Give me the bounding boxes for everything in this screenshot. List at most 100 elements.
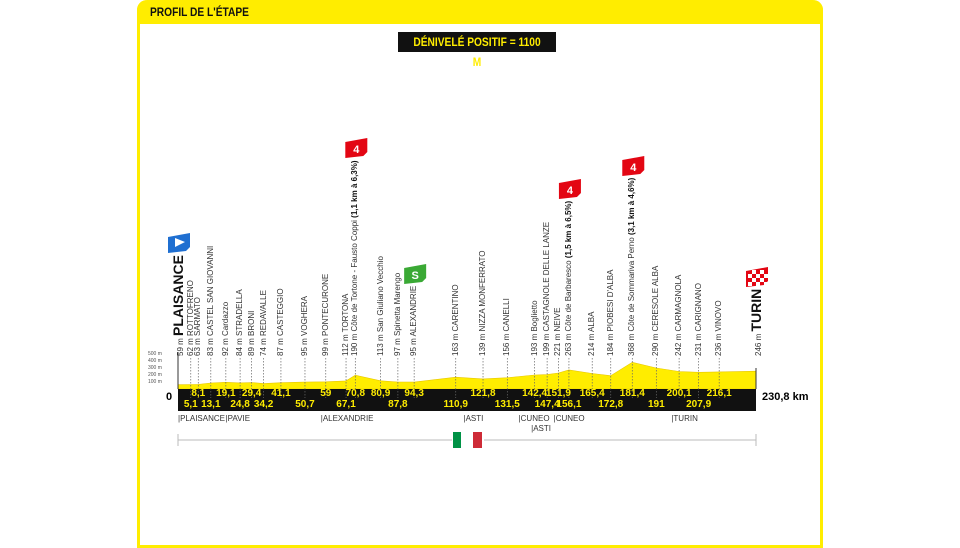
waypoint-name: PIOBESI D'ALBA (605, 269, 615, 332)
waypoint-altitude: 83 m (205, 335, 215, 356)
waypoint-name: REDAVALLE (258, 290, 268, 336)
waypoint-altitude: 290 m (651, 331, 661, 356)
waypoint-altitude: 92 m (220, 335, 230, 356)
waypoint-altitude: 242 m (674, 331, 684, 356)
elevation-gain-text: DÉNIVELÉ POSITIF = 1100 M (413, 35, 541, 69)
region-label: |TURIN (671, 414, 698, 423)
region-label: |ALEXANDRIE (320, 414, 374, 423)
waypoint-altitude: 236 m (714, 331, 724, 356)
checker-square (764, 274, 768, 278)
waypoint-altitude: 214 m (587, 331, 597, 356)
waypoint-label: 74 m REDAVALLE (259, 290, 269, 356)
waypoint-name: NIZZA MONFERRATO (478, 250, 488, 332)
waypoint-altitude: 89 m (246, 335, 256, 356)
waypoint-label: 184 m PIOBESI D'ALBA (606, 270, 616, 356)
km-label: 142,4 (522, 388, 548, 399)
waypoint-name: CANELLI (502, 298, 512, 332)
alt-tick: 400 m (148, 358, 162, 364)
waypoint-label: 99 m PONTECURONE (321, 274, 331, 356)
km-label: 94,3 (404, 388, 424, 399)
waypoint-name: Côte de Sommariva Perno (627, 237, 637, 332)
waypoint-label: 221 m NEIVE (553, 308, 563, 356)
waypoint-name: VINOVO (714, 300, 724, 332)
checker-square (752, 270, 756, 274)
page-title: PROFIL DE L'ÉTAPE (150, 5, 249, 19)
checker-square (756, 274, 760, 278)
km-label: 110,9 (443, 399, 468, 410)
category-badge: 4 (567, 185, 574, 197)
checker-square (748, 282, 752, 286)
region-label: |PAVIE (225, 414, 251, 423)
waypoint-label: 113 m San Giuliano Vecchio (376, 256, 386, 356)
waypoint-name: PONTECURONE (320, 273, 330, 336)
km-label: 80,9 (370, 388, 391, 399)
waypoint-name: NEIVE (553, 307, 563, 332)
waypoint-name: STRADELLA (235, 289, 245, 336)
region-label: |PLAISANCE (178, 414, 225, 423)
region-label: |CUNEO (518, 414, 550, 423)
alt-tick: 200 m (148, 372, 162, 378)
waypoint-altitude: 95 m (299, 335, 309, 356)
climb-details: (3,1 km à 4,6%) (627, 177, 637, 238)
km-label: 172,8 (598, 399, 624, 410)
km-label: 67,1 (336, 399, 356, 410)
waypoint-altitude: 59 m (176, 335, 185, 356)
waypoint-name: TORTONA (341, 293, 351, 333)
waypoint-label: 214 m ALBA (587, 312, 597, 356)
waypoint-name: CARMAGNOLA (674, 274, 684, 332)
km-label: 41,1 (271, 388, 291, 399)
checker-square (760, 270, 764, 274)
waypoint-label: 139 m NIZZA MONFERRATO (478, 250, 488, 356)
waypoint-name: CARENTINO (450, 284, 460, 332)
waypoint-altitude: 193 m (529, 331, 539, 356)
waypoint-name: CARIGNANO (693, 283, 703, 332)
waypoint-label: 193 m Boglietto (530, 300, 540, 356)
waypoint-label: 231 m CARIGNANO (694, 283, 704, 356)
checker-square (760, 278, 764, 282)
waypoint-label: 89 m BRONI (247, 311, 257, 356)
checker-square (748, 274, 752, 278)
km-label: 216,1 (706, 388, 732, 399)
km-label: 87,8 (388, 399, 408, 410)
km-label: 5,1 (183, 399, 198, 410)
km-label: 200,1 (666, 388, 692, 399)
waypoint-name: Côte de Tortone - Fausto Coppi (350, 220, 360, 332)
km-label: 59 (320, 388, 332, 399)
waypoint-altitude: 263 m (563, 331, 573, 356)
waypoint-label: 368 m Côte de Sommariva Perno (3,1 km à … (627, 178, 637, 356)
waypoint-altitude: 246 m (754, 331, 763, 356)
waypoint-label: 246 m TURIN (747, 289, 768, 356)
category-badge: 4 (353, 144, 360, 156)
italy-flag-red (473, 432, 482, 448)
alt-tick: 300 m (148, 365, 162, 371)
climb-details: (1,1 km à 6,3%) (350, 160, 360, 221)
waypoint-altitude: 190 m (350, 331, 360, 356)
waypoint-altitude: 184 m (605, 331, 615, 356)
alt-tick: 500 m (148, 351, 162, 357)
waypoint-altitude: 84 m (235, 335, 245, 356)
km-label: 165,4 (579, 388, 605, 399)
checker-square (752, 278, 756, 282)
region-label: |CUNEO (553, 414, 585, 423)
waypoint-altitude: 113 m (375, 332, 385, 356)
waypoint-name: CERESOLE ALBA (651, 265, 661, 332)
waypoint-label: 87 m CASTEGGIO (276, 288, 286, 356)
waypoint-altitude: 139 m (478, 331, 488, 356)
waypoint-altitude: 99 m (320, 335, 330, 356)
waypoint-label: 63 m SARMATO (193, 297, 203, 356)
waypoint-name: Cardazzo (220, 301, 230, 336)
km-label: 8,1 (191, 388, 206, 399)
waypoint-label: 95 m VOGHERA (300, 296, 310, 356)
waypoint-name: Côte de Barbaresco (563, 260, 573, 332)
waypoint-altitude: 221 m (553, 331, 563, 356)
waypoint-name: TURIN (748, 288, 764, 332)
waypoint-altitude: 231 m (693, 331, 703, 356)
alt-tick: 100 m (148, 379, 162, 385)
waypoint-label: 97 m Spinetta Marengo (393, 273, 403, 356)
elevation-area (177, 361, 757, 390)
waypoint-altitude: 95 m (409, 336, 419, 356)
km-label: 181,4 (619, 388, 645, 399)
km-label: 19,1 (216, 388, 236, 399)
waypoint-label: 84 m STRADELLA (235, 289, 245, 356)
